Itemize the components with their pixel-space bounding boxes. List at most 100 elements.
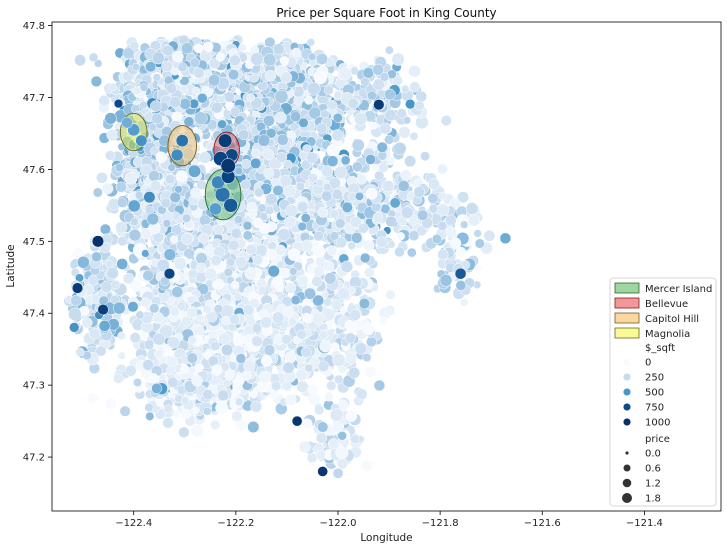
- data-point: [279, 174, 292, 188]
- data-point: [198, 151, 211, 164]
- data-point: [165, 174, 176, 185]
- data-point: [115, 163, 124, 172]
- data-point: [135, 310, 145, 320]
- data-point: [334, 218, 346, 229]
- data-point: [263, 167, 275, 179]
- data-point: [104, 150, 116, 161]
- data-point: [297, 221, 307, 232]
- data-point: [124, 171, 138, 185]
- data-point: [217, 119, 227, 130]
- data-point: [253, 187, 264, 198]
- data-point: [248, 208, 258, 219]
- data-point: [176, 170, 188, 182]
- data-point: [142, 269, 154, 282]
- data-point: [300, 213, 311, 224]
- data-point: [244, 266, 258, 280]
- data-point: [106, 128, 119, 142]
- data-point: [127, 199, 141, 213]
- data-point: [162, 219, 171, 228]
- data-point: [274, 89, 289, 104]
- data-point: [295, 181, 305, 192]
- data-point: [146, 212, 160, 226]
- data-point: [257, 203, 267, 213]
- data-point: [115, 221, 128, 234]
- points-layer: [63, 34, 512, 479]
- data-point: [234, 255, 247, 268]
- data-point: [94, 59, 103, 68]
- data-point: [262, 148, 275, 161]
- data-point: [90, 75, 103, 88]
- data-point: [147, 246, 156, 255]
- data-point: [274, 111, 287, 124]
- data-point: [139, 100, 148, 110]
- data-point: [179, 98, 191, 110]
- data-point: [272, 184, 284, 197]
- data-point: [313, 230, 324, 242]
- data-point: [88, 52, 99, 63]
- data-point: [149, 180, 162, 192]
- data-point: [96, 171, 108, 184]
- data-point: [276, 133, 289, 146]
- data-point: [238, 129, 250, 141]
- data-point: [259, 212, 268, 221]
- data-point: [296, 201, 309, 213]
- data-point: [104, 112, 117, 125]
- data-point: [276, 260, 285, 269]
- data-point: [221, 315, 231, 325]
- data-point: [213, 278, 225, 290]
- data-point: [211, 101, 223, 114]
- data-point: [247, 420, 260, 434]
- data-point: [197, 92, 208, 104]
- data-point: [317, 207, 329, 218]
- data-point: [122, 272, 135, 285]
- data-point: [241, 158, 252, 169]
- data-point: [187, 164, 202, 178]
- data-point: [240, 179, 251, 191]
- data-point: [195, 252, 208, 265]
- data-point: [228, 239, 240, 252]
- data-point: [169, 235, 179, 244]
- data-point: [169, 306, 180, 317]
- data-point: [174, 185, 183, 194]
- data-point: [173, 257, 187, 270]
- data-point: [307, 82, 321, 96]
- data-point: [196, 262, 207, 273]
- chart-title: Price per Square Foot in King County: [276, 6, 496, 20]
- data-point: [204, 267, 217, 281]
- data-point: [250, 148, 261, 159]
- data-point: [186, 295, 196, 305]
- data-point: [171, 286, 184, 298]
- data-point: [163, 248, 177, 261]
- data-point: [134, 190, 144, 200]
- data-point: [302, 144, 312, 154]
- data-point: [233, 292, 243, 301]
- data-point: [143, 191, 156, 204]
- data-point: [190, 187, 202, 199]
- data-point: [129, 40, 140, 51]
- data-point: [329, 209, 339, 219]
- data-point: [306, 38, 316, 47]
- data-point: [198, 232, 209, 244]
- data-point: [160, 197, 172, 209]
- data-point: [285, 204, 299, 217]
- data-point: [116, 197, 128, 208]
- data-point: [115, 181, 127, 193]
- data-point: [98, 94, 110, 107]
- data-point: [150, 100, 162, 112]
- data-point: [252, 254, 264, 266]
- data-point: [230, 227, 242, 239]
- data-point: [234, 166, 243, 175]
- data-point: [276, 151, 288, 163]
- data-point: [206, 311, 218, 323]
- data-point: [282, 361, 295, 374]
- data-point: [128, 228, 142, 242]
- data-point: [304, 95, 314, 105]
- data-point: [306, 151, 319, 164]
- data-point: [151, 112, 163, 125]
- data-point: [194, 111, 208, 125]
- data-point: [92, 187, 103, 198]
- data-point: [169, 96, 181, 109]
- data-point: [169, 191, 181, 203]
- data-point: [143, 339, 155, 351]
